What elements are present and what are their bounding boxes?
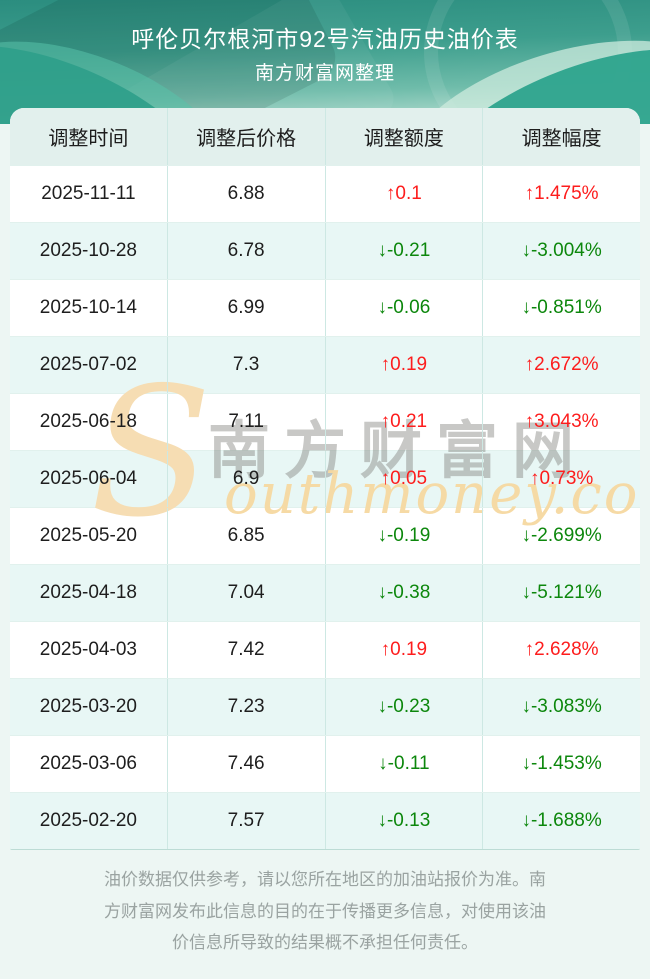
cell-price-after: 7.57 xyxy=(166,793,325,849)
cell-change-amount: ↓-0.06 xyxy=(324,280,483,336)
table-row: 2025-02-20 7.57 ↓-0.13 ↓-1.688% xyxy=(10,792,640,849)
cell-price-after: 7.23 xyxy=(166,679,325,735)
cell-change-percent: ↓-1.453% xyxy=(482,736,640,792)
cell-price-after: 6.88 xyxy=(166,166,325,222)
table-row: 2025-07-02 7.3 ↑0.19 ↑2.672% xyxy=(10,336,640,393)
cell-price-after: 7.3 xyxy=(166,337,325,393)
table-header-row: 调整时间 调整后价格 调整额度 调整幅度 xyxy=(10,108,640,165)
column-header-change-amount: 调整额度 xyxy=(324,108,483,165)
table-row: 2025-11-11 6.88 ↑0.1 ↑1.475% xyxy=(10,165,640,222)
cell-adjust-date: 2025-10-14 xyxy=(39,297,137,318)
cell-price-after: 7.46 xyxy=(166,736,325,792)
cell-change-amount: ↑0.05 xyxy=(324,451,483,507)
cell-change-percent: ↓-2.699% xyxy=(482,508,640,564)
cell-adjust-date: 2025-11-11 xyxy=(41,183,136,204)
cell-change-percent: ↓-0.851% xyxy=(482,280,640,336)
cell-adjust-date: 2025-04-18 xyxy=(39,582,137,603)
cell-change-amount: ↓-0.19 xyxy=(324,508,483,564)
column-header-adjust-date: 调整时间 xyxy=(48,128,129,150)
table-row: 2025-06-04 6.9 ↑0.05 ↑0.73% xyxy=(10,450,640,507)
cell-change-percent: ↑3.043% xyxy=(482,394,640,450)
table-row: 2025-05-20 6.85 ↓-0.19 ↓-2.699% xyxy=(10,507,640,564)
cell-adjust-date: 2025-04-03 xyxy=(39,639,137,660)
table-row: 2025-03-20 7.23 ↓-0.23 ↓-3.083% xyxy=(10,678,640,735)
cell-adjust-date: 2025-10-28 xyxy=(39,240,137,261)
page-subtitle: 南方财富网整理 xyxy=(254,63,395,84)
banner: 呼伦贝尔根河市92号汽油历史油价表 南方财富网整理 xyxy=(0,0,650,124)
table-body: 2025-11-11 6.88 ↑0.1 ↑1.475% 2025-10-28 … xyxy=(10,165,640,849)
column-header-change-percent: 调整幅度 xyxy=(482,108,640,165)
cell-adjust-date: 2025-02-20 xyxy=(39,810,137,831)
cell-change-amount: ↓-0.23 xyxy=(324,679,483,735)
cell-price-after: 6.9 xyxy=(166,451,325,507)
column-header-price-after: 调整后价格 xyxy=(166,108,325,165)
cell-change-percent: ↑2.672% xyxy=(482,337,640,393)
cell-adjust-date: 2025-03-06 xyxy=(39,753,137,774)
cell-adjust-date: 2025-06-04 xyxy=(39,468,137,489)
cell-price-after: 6.99 xyxy=(166,280,325,336)
cell-change-amount: ↓-0.11 xyxy=(324,736,483,792)
cell-adjust-date: 2025-05-20 xyxy=(39,525,137,546)
table-row: 2025-04-18 7.04 ↓-0.38 ↓-5.121% xyxy=(10,564,640,621)
cell-change-amount: ↓-0.21 xyxy=(324,223,483,279)
cell-change-amount: ↓-0.13 xyxy=(324,793,483,849)
cell-change-percent: ↓-3.004% xyxy=(482,223,640,279)
disclaimer-text: 油价数据仅供参考，请以您所在地区的加油站报价为准。南方财富网发布此信息的目的在于… xyxy=(104,870,546,952)
cell-change-amount: ↑0.19 xyxy=(324,337,483,393)
cell-adjust-date: 2025-03-20 xyxy=(39,696,137,717)
cell-price-after: 7.04 xyxy=(166,565,325,621)
cell-change-amount: ↑0.1 xyxy=(324,166,483,222)
cell-change-amount: ↑0.19 xyxy=(324,622,483,678)
cell-price-after: 6.78 xyxy=(166,223,325,279)
cell-price-after: 7.11 xyxy=(166,394,325,450)
table-row: 2025-04-03 7.42 ↑0.19 ↑2.628% xyxy=(10,621,640,678)
cell-change-percent: ↓-5.121% xyxy=(482,565,640,621)
table-row: 2025-06-18 7.11 ↑0.21 ↑3.043% xyxy=(10,393,640,450)
table-row: 2025-03-06 7.46 ↓-0.11 ↓-1.453% xyxy=(10,735,640,792)
table-row: 2025-10-14 6.99 ↓-0.06 ↓-0.851% xyxy=(10,279,640,336)
cell-change-percent: ↑2.628% xyxy=(482,622,640,678)
cell-change-percent: ↓-1.688% xyxy=(482,793,640,849)
cell-change-percent: ↑1.475% xyxy=(482,166,640,222)
cell-price-after: 7.42 xyxy=(166,622,325,678)
cell-change-percent: ↓-3.083% xyxy=(482,679,640,735)
cell-price-after: 6.85 xyxy=(166,508,325,564)
cell-change-percent: ↑0.73% xyxy=(482,451,640,507)
cell-change-amount: ↓-0.38 xyxy=(324,565,483,621)
cell-change-amount: ↑0.21 xyxy=(324,394,483,450)
cell-adjust-date: 2025-06-18 xyxy=(39,411,137,432)
table-row: 2025-10-28 6.78 ↓-0.21 ↓-3.004% xyxy=(10,222,640,279)
page-title: 呼伦贝尔根河市92号汽油历史油价表 xyxy=(131,26,519,52)
cell-adjust-date: 2025-07-02 xyxy=(39,354,137,375)
price-table: 调整时间 调整后价格 调整额度 调整幅度 2025-11-11 6.88 ↑0.… xyxy=(10,108,640,850)
